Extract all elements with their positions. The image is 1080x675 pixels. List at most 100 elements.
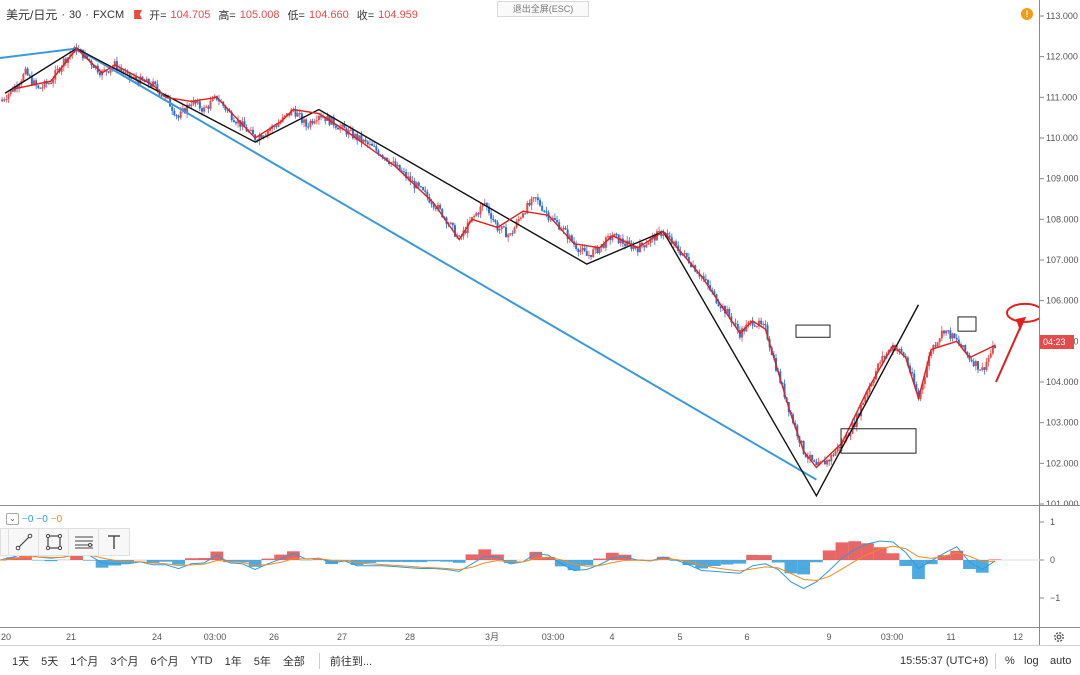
candle-body [405, 172, 408, 178]
candle-body [513, 227, 516, 234]
candle-body [719, 306, 722, 309]
candle-body [991, 345, 994, 354]
candle-body [662, 233, 665, 237]
warning-icon[interactable]: ! [1021, 8, 1033, 20]
range-5d[interactable]: 5天 [41, 655, 59, 668]
candle-body [683, 252, 686, 255]
horizontal-lines-icon [74, 536, 93, 549]
range-3m[interactable]: 3个月 [110, 655, 139, 668]
candle-body [934, 345, 937, 347]
indicator-axis[interactable]: 1 0 −1 [1040, 507, 1080, 627]
pane-divider[interactable] [0, 505, 1080, 506]
chevron-down-icon[interactable]: ⌄ [6, 513, 19, 525]
candle-body [728, 309, 731, 317]
candle-body [645, 244, 648, 248]
candle-body [549, 219, 552, 221]
candle-body [938, 338, 941, 343]
flag-icon[interactable] [134, 10, 143, 19]
candle-body [624, 243, 627, 246]
candle-body [957, 339, 960, 345]
exit-fullscreen-button[interactable]: 退出全屏(ESC) [497, 1, 589, 17]
candle-body [553, 217, 556, 221]
candle-body [891, 345, 894, 352]
text-tool[interactable] [99, 529, 129, 555]
candle-body [298, 113, 301, 115]
candle-body [704, 278, 707, 281]
range-1y[interactable]: 1年 [224, 655, 242, 668]
range-5y[interactable]: 5年 [253, 655, 271, 668]
time-tick-label: 28 [405, 632, 415, 642]
candle-body [526, 203, 529, 214]
price-axis-canvas: 113.000 112.000 111.000 110.000 109.000 108.0… [1040, 11, 1079, 505]
range-6m[interactable]: 6个月 [150, 655, 179, 668]
histogram-bar [172, 560, 185, 565]
trend-line-tool[interactable] [9, 529, 39, 555]
candle-body [107, 71, 110, 73]
candle-body [868, 386, 871, 393]
range-ytd[interactable]: YTD [190, 654, 213, 667]
indicator-legend: ⌄ −0 −0 −0 [6, 513, 62, 525]
indicator-tick-label: −1 [1050, 593, 1060, 603]
candle-body [207, 106, 210, 109]
low-value: 104.660 [308, 8, 349, 21]
price-tick-label: 112.000 [1046, 52, 1078, 62]
candle-body [636, 248, 639, 253]
gear-icon[interactable] [1052, 630, 1066, 644]
candle-body [974, 361, 977, 367]
candle-body [613, 233, 616, 237]
range-1m[interactable]: 1个月 [70, 655, 99, 668]
candle-body [313, 121, 316, 124]
price-tick-label: 108.000 [1046, 214, 1079, 224]
candle-body [915, 383, 918, 391]
candle-body [234, 122, 237, 124]
goto-date-button[interactable]: 前往到... [329, 655, 373, 668]
candle-body [766, 325, 769, 340]
candle-body [7, 94, 10, 100]
candle-body [641, 242, 644, 246]
interval[interactable]: 30 [69, 8, 82, 21]
candle-body [154, 81, 157, 85]
candle-body [286, 113, 289, 116]
log-scale-toggle[interactable]: log [1024, 654, 1039, 667]
candle-body [175, 115, 178, 117]
histogram-bar [414, 560, 428, 563]
candle-body [200, 108, 203, 112]
candle-body [838, 446, 841, 448]
drag-handle[interactable] [1, 529, 9, 555]
symbol-name[interactable]: 美元/日元 [6, 8, 58, 22]
candle-body [483, 203, 486, 205]
time-tick-label: 03:00 [881, 632, 904, 642]
candle-body [522, 213, 525, 218]
price-chart-canvas[interactable] [0, 0, 1040, 505]
candle-body [781, 382, 784, 384]
range-all[interactable]: 全部 [282, 655, 305, 668]
auto-scale-toggle[interactable]: auto [1050, 654, 1072, 667]
candle-body [809, 454, 812, 459]
percent-scale-toggle[interactable]: % [1005, 654, 1015, 667]
price-chart[interactable] [0, 0, 1040, 505]
candle-body [124, 72, 127, 74]
time-axis[interactable]: 20 21 24 03:00 26 27 28 3月 03:00 4 5 6 9 03:00 11 12 [0, 628, 1040, 645]
candle-body [602, 244, 605, 248]
macd-pane[interactable] [0, 507, 1040, 627]
rectangle-tool[interactable] [39, 529, 69, 555]
candle-body [5, 99, 8, 101]
candle-body [426, 191, 429, 198]
histogram-bar [784, 560, 798, 574]
fib-retracement-tool[interactable] [69, 529, 99, 555]
candle-body [556, 220, 559, 223]
price-tick-label: 111.000 [1046, 92, 1077, 102]
candle-body [18, 84, 21, 88]
candle-body [755, 326, 758, 328]
candle-body [668, 235, 671, 238]
histogram-bar [759, 555, 772, 560]
clock[interactable]: 15:55:37 (UTC+8) [900, 654, 989, 667]
price-axis[interactable]: 113.000 112.000 111.000 110.000 109.000 108.0… [1040, 0, 1080, 505]
range-1d[interactable]: 1天 [12, 655, 30, 668]
candle-body [424, 190, 427, 192]
histogram-bar [440, 560, 453, 562]
candle-body [966, 351, 969, 355]
candle-body [334, 125, 337, 128]
histogram-bar [184, 558, 198, 560]
candle-body [473, 215, 476, 218]
